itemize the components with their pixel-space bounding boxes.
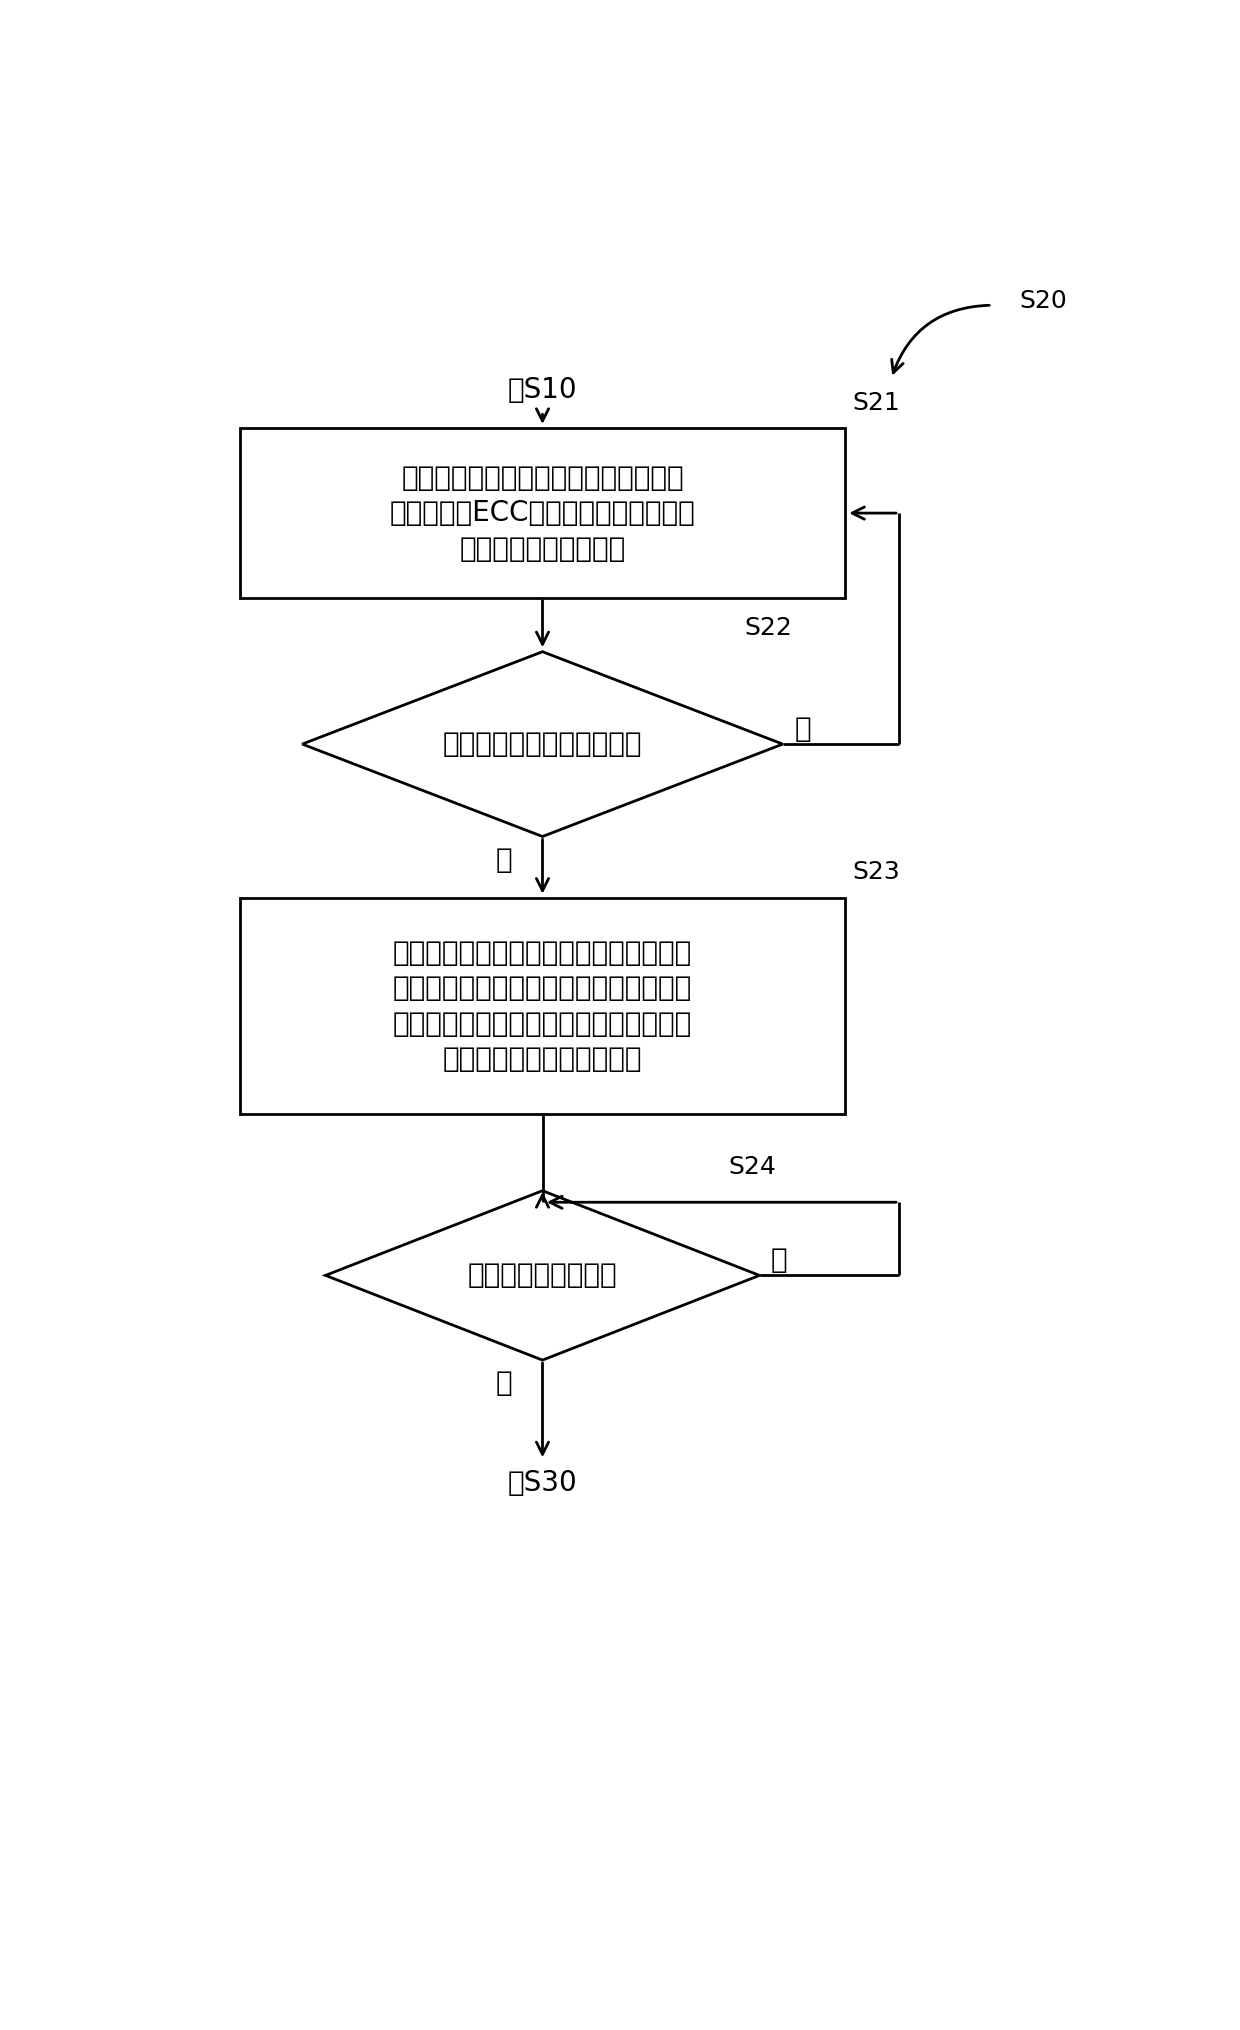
Text: 所有区块处理完毕？: 所有区块处理完毕？ [467,1261,618,1289]
Text: 基于预定规则，依据该复数个区块中的: 基于预定规则，依据该复数个区块中的 [402,463,683,491]
Text: 页的数量，以更新对应于该一或多个页索: 页的数量，以更新对应于该一或多个页索 [393,1009,692,1037]
Text: S23: S23 [853,861,900,885]
Text: 一或多个局部风险页存在？: 一或多个局部风险页存在？ [443,731,642,757]
Text: 的一或多个局部风险页: 的一或多个局部风险页 [459,534,626,562]
Polygon shape [325,1192,759,1360]
Text: S21: S21 [853,390,900,414]
Text: 是: 是 [496,847,512,873]
Text: 往S30: 往S30 [507,1470,578,1498]
Bar [241,897,844,1114]
Text: 引的一或多个局部风险页数: 引的一或多个局部风险页数 [443,1045,642,1074]
Text: S20: S20 [1019,290,1066,313]
Text: 依据该一或多个局部风险页的一或多个页: 依据该一或多个局部风险页的一或多个页 [393,938,692,966]
Text: 从S10: 从S10 [507,376,578,404]
Text: 否: 否 [771,1246,787,1275]
Text: S24: S24 [729,1155,776,1179]
FancyArrowPatch shape [892,304,990,374]
Text: 是: 是 [496,1370,512,1397]
Polygon shape [303,652,782,836]
Text: 否: 否 [795,715,811,743]
Text: S22: S22 [744,617,792,639]
Text: 一区块的页ECC错误表尝试寻找该区块: 一区块的页ECC错误表尝试寻找该区块 [389,499,696,528]
Bar [241,428,844,597]
Text: 索引，累计该区块的该一或多个局部风险: 索引，累计该区块的该一或多个局部风险 [393,974,692,1003]
